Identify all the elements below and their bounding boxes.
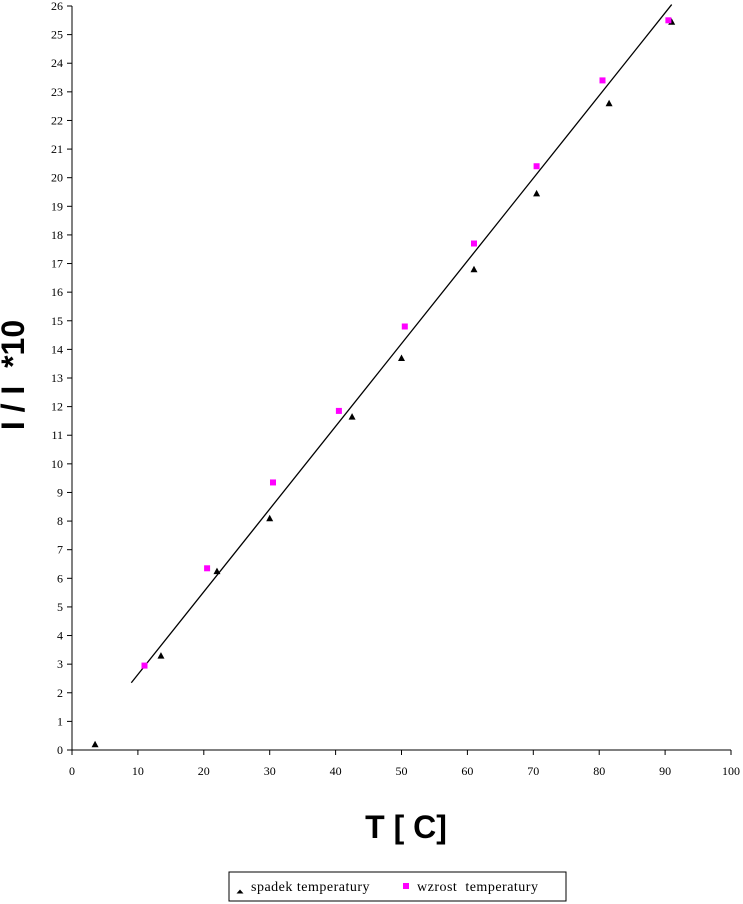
x-tick-label: 20 (198, 764, 210, 778)
y-axis-title: I / I *10 (0, 320, 31, 430)
point-spadek (213, 567, 221, 575)
y-tick-label: 24 (51, 56, 63, 70)
x-tick-label: 0 (69, 764, 75, 778)
x-tick-label: 70 (527, 764, 539, 778)
point-spadek (605, 99, 613, 107)
point-wzrost (599, 77, 606, 84)
point-wzrost (470, 240, 477, 247)
point-wzrost (335, 407, 342, 414)
y-tick-label: 3 (57, 657, 63, 671)
y-tick-label: 4 (57, 629, 63, 643)
legend-square-icon (403, 883, 409, 889)
x-tick-label: 10 (132, 764, 144, 778)
y-tick-label: 13 (51, 371, 63, 385)
point-spadek (398, 354, 405, 361)
data-points (91, 17, 676, 748)
point-wzrost (533, 163, 540, 170)
x-axis-title: T [ C] (365, 809, 447, 845)
point-wzrost (204, 565, 211, 572)
x-tick-label: 50 (396, 764, 408, 778)
legend-box (228, 871, 567, 902)
y-tick-label: 22 (51, 113, 63, 127)
y-tick-label: 6 (57, 571, 63, 585)
y-tick-label: 26 (51, 0, 63, 13)
legend: spadek temperatury wzrost temperatury (228, 871, 567, 902)
y-tick-label: 10 (51, 457, 63, 471)
y-tick-label: 11 (51, 428, 63, 442)
y-tick-label: 14 (51, 342, 63, 356)
x-axis-ticks: 0 10 20 30 40 50 60 70 80 90 100 (69, 750, 740, 778)
point-wzrost (401, 323, 408, 330)
y-tick-label: 18 (51, 228, 63, 242)
y-tick-label: 5 (57, 600, 63, 614)
y-tick-label: 15 (51, 314, 63, 328)
legend-triangle-icon (236, 889, 244, 894)
point-spadek (470, 265, 478, 273)
y-tick-label: 19 (51, 199, 63, 213)
y-tick-label: 0 (57, 743, 63, 757)
y-tick-label: 9 (57, 485, 63, 499)
x-tick-label: 80 (593, 764, 605, 778)
point-spadek (348, 413, 356, 420)
y-tick-label: 7 (57, 543, 63, 557)
y-tick-label: 17 (51, 257, 63, 271)
y-tick-label: 8 (57, 514, 63, 528)
point-spadek (91, 740, 99, 748)
y-tick-label: 12 (51, 400, 63, 414)
x-tick-label: 100 (722, 764, 740, 778)
point-wzrost (141, 662, 148, 669)
y-tick-label: 1 (57, 714, 63, 728)
x-tick-label: 30 (264, 764, 276, 778)
point-spadek (533, 189, 541, 197)
y-tick-label: 16 (51, 285, 63, 299)
point-spadek (266, 514, 274, 522)
y-tick-label: 25 (51, 28, 63, 42)
x-tick-label: 60 (461, 764, 473, 778)
point-wzrost (269, 479, 276, 486)
legend-label-spadek: spadek temperatury (251, 880, 370, 895)
y-tick-label: 23 (51, 85, 63, 99)
x-tick-label: 40 (330, 764, 342, 778)
x-tick-label: 90 (659, 764, 671, 778)
point-spadek (157, 652, 165, 659)
point-wzrost (665, 17, 672, 24)
y-tick-label: 21 (51, 142, 63, 156)
y-tick-label: 20 (51, 171, 63, 185)
y-axis-ticks: 0123456789101112131415161718192021222324… (51, 0, 72, 757)
legend-label-wzrost: wzrost temperatury (417, 880, 538, 895)
trendline (130, 4, 673, 684)
y-tick-label: 2 (57, 686, 63, 700)
